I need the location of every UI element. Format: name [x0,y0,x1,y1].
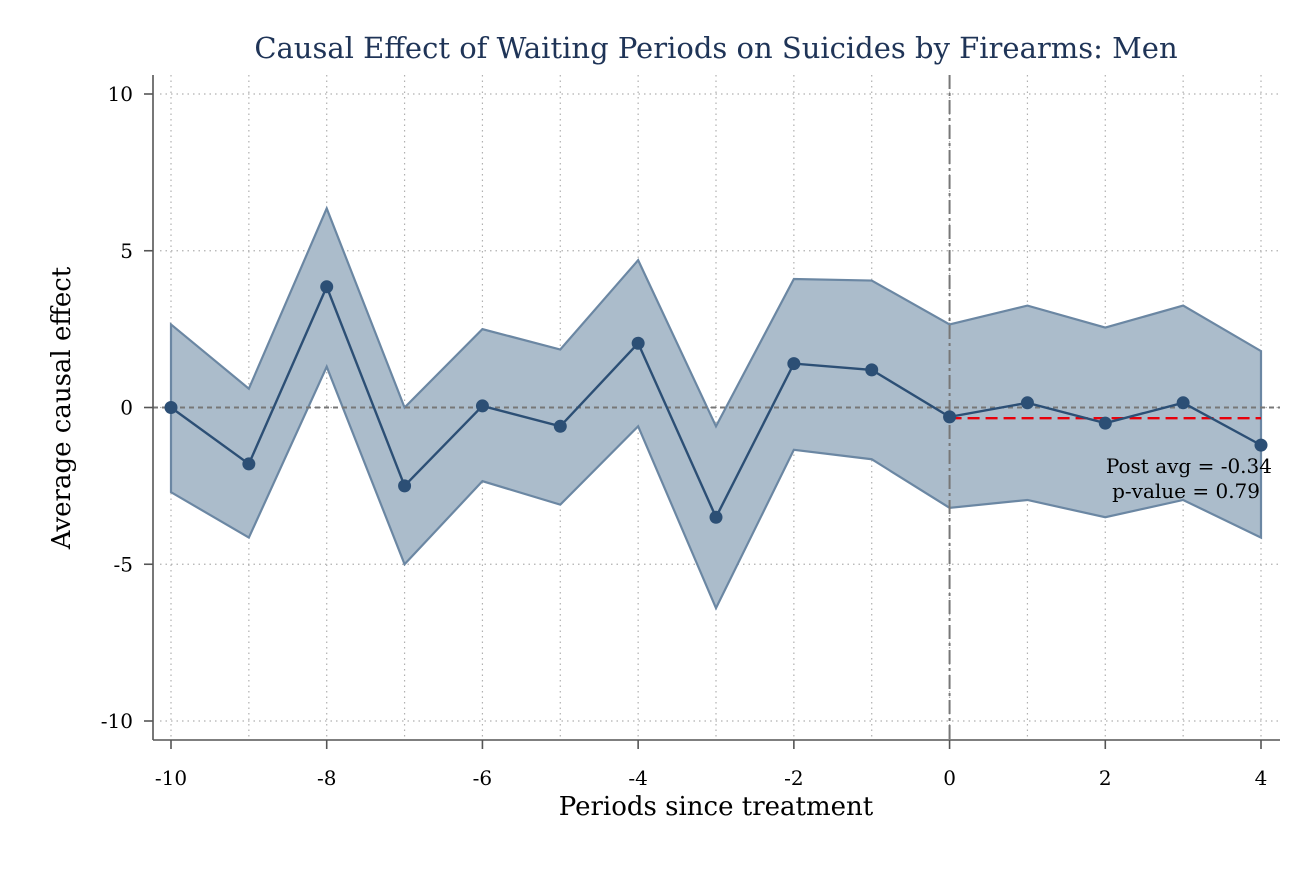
x-tick-label: -2 [784,766,803,790]
y-axis-ticks: 10 5 0 -5 -10 [101,82,153,733]
x-tick-label: 0 [943,766,956,790]
estimate-point [631,336,645,350]
estimate-point [320,280,334,294]
y-tick-label: 5 [120,239,133,263]
estimate-point [1020,396,1034,410]
y-axis-label: Average causal effect [47,266,77,550]
estimate-point [398,479,412,493]
estimate-point [242,457,256,471]
estimate-point [943,410,957,424]
y-tick-label: -10 [101,709,133,733]
estimate-point [1176,396,1190,410]
grid-lines [160,75,1280,740]
x-tick-label: 2 [1099,766,1112,790]
estimate-point [709,510,723,524]
estimate-point [553,419,567,433]
estimate-point [787,357,801,371]
estimate-series [164,280,1268,524]
x-tick-label: -6 [473,766,492,790]
x-axis-ticks: -10 -8 -6 -4 -2 0 2 4 [155,740,1267,790]
x-tick-label: -8 [317,766,336,790]
y-tick-label: -5 [114,552,133,576]
estimate-point [1098,416,1112,430]
p-value-annotation: p-value = 0.79 [1112,479,1260,503]
post-avg-annotation: Post avg = -0.34 [1106,454,1272,478]
x-tick-label: 4 [1255,766,1268,790]
y-tick-label: 10 [108,82,133,106]
estimate-point [164,401,178,414]
confidence-band [169,205,1263,611]
x-axis-label: Periods since treatment [559,792,874,822]
y-tick-label: 0 [120,396,133,420]
x-tick-label: -4 [628,766,647,790]
confidence-band-layer [169,205,1263,611]
estimate-point [1254,438,1268,452]
estimate-point [865,363,879,377]
chart-title: Causal Effect of Waiting Periods on Suic… [254,31,1177,65]
x-tick-label: -10 [155,766,187,790]
estimate-point [475,399,489,413]
